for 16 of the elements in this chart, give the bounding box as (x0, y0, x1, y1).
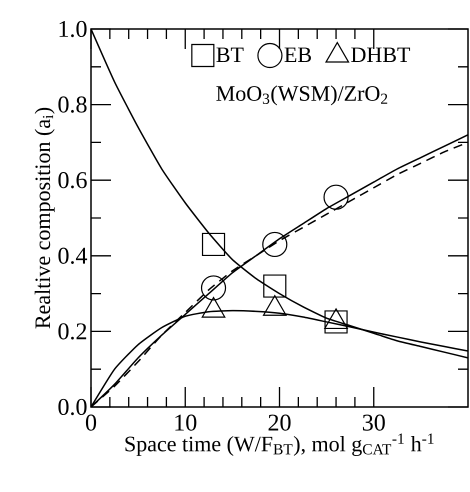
x-tick-label: 0 (86, 414, 96, 431)
x-axis-title: Space time (W/F$_{BT}$), mol g$_{CAT}$$^{-1}$ h$^{-1}$ (125, 434, 434, 456)
x-tick-label: 10 (175, 414, 196, 431)
legend-label: BT (216, 48, 244, 62)
y-tick-label: 0.2 (58, 323, 86, 340)
x-tick-label: 20 (268, 414, 291, 431)
legend-label: EB (284, 48, 311, 62)
y-tick-label: 0.8 (58, 96, 87, 113)
x-tick-label: 30 (362, 414, 385, 431)
y-tick-label: 0.6 (58, 172, 87, 188)
y-tick-label: 0.4 (58, 248, 88, 264)
y-axis-title: Realtive composition (a$_{i}$) (34, 108, 55, 328)
y-tick-label: 1.0 (60, 20, 87, 38)
legend-label: DHBT (351, 48, 410, 62)
y-tick-label: 0.0 (58, 398, 87, 416)
annotation: MoO$_{3}$(WSM)/ZrO$_{2}$ (216, 85, 388, 106)
